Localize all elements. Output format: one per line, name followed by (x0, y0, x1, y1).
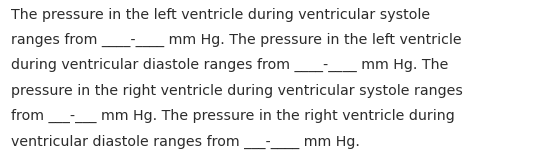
Text: The pressure in the left ventricle during ventricular systole: The pressure in the left ventricle durin… (11, 8, 430, 22)
Text: from ___-___ mm Hg. The pressure in the right ventricle during: from ___-___ mm Hg. The pressure in the … (11, 109, 455, 123)
Text: pressure in the right ventricle during ventricular systole ranges: pressure in the right ventricle during v… (11, 84, 463, 98)
Text: ranges from ____-____ mm Hg. The pressure in the left ventricle: ranges from ____-____ mm Hg. The pressur… (11, 33, 462, 47)
Text: ventricular diastole ranges from ___-____ mm Hg.: ventricular diastole ranges from ___-___… (11, 134, 360, 149)
Text: during ventricular diastole ranges from ____-____ mm Hg. The: during ventricular diastole ranges from … (11, 58, 449, 72)
